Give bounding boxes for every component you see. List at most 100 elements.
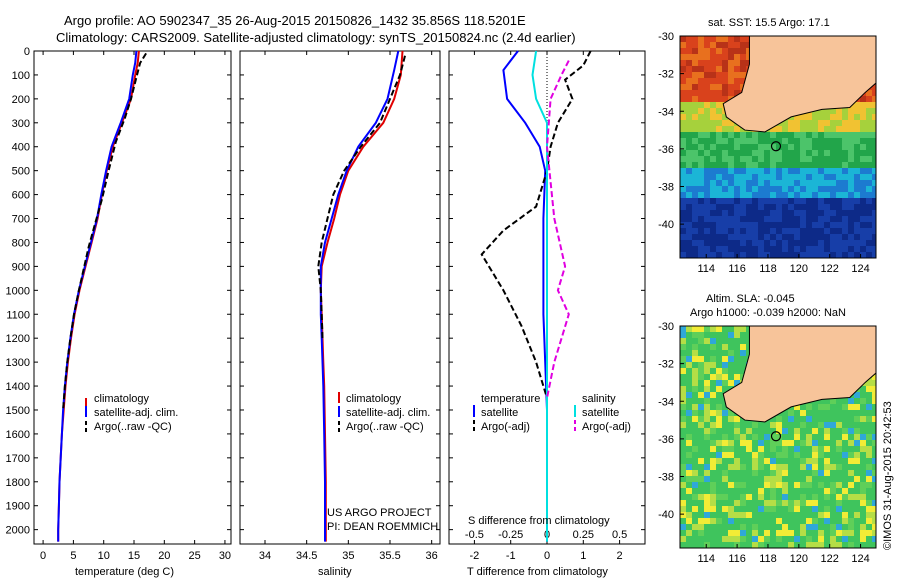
- lat-tick-label: -40: [658, 219, 674, 231]
- sst-map: 114 116 118 120 122 124 -30 -32 -34 -36 -38 -40: [658, 31, 877, 275]
- x-tick-label: 34.5: [296, 550, 317, 562]
- series-argo-raw-qc-: [62, 52, 147, 411]
- lon-tick-label: 122: [821, 553, 839, 565]
- x-tick-label: 1: [580, 550, 586, 562]
- argo-marker: [770, 431, 782, 442]
- y-tick-label: 600: [12, 190, 30, 202]
- x-tick-label: 25: [189, 550, 201, 562]
- x-tick-label: 15: [128, 550, 140, 562]
- lon-tick-label: 122: [821, 263, 839, 275]
- legend-climatology: climatology: [94, 393, 150, 405]
- lat-tick-label: -34: [658, 396, 674, 408]
- map-field: [680, 326, 876, 548]
- series-t-argo-adj-: [480, 50, 592, 399]
- y-tick-label: 2000: [6, 525, 30, 537]
- temperature-axis-label: temperature (deg C): [75, 566, 174, 578]
- difference-legend: temperature satellite Argo(-adj) salinit…: [473, 393, 631, 433]
- x-tick-label: 34: [259, 550, 271, 562]
- legend-climatology: climatology: [346, 393, 402, 405]
- y-tick-label: 200: [12, 94, 30, 106]
- lon-tick-label: 114: [697, 553, 715, 565]
- sst-map-title: sat. SST: 15.5 Argo: 17.1: [708, 17, 830, 29]
- plot-frame: [239, 50, 441, 545]
- plot-frame: [33, 50, 232, 545]
- imos-credit: ©IMOS 31-Aug-2015 20:42:53: [882, 401, 894, 550]
- y-tick-label: 1500: [6, 405, 30, 417]
- legend-argo: Argo(..raw -QC): [346, 421, 424, 433]
- y-tick-label: 800: [12, 237, 30, 249]
- lon-tick-label: 124: [851, 263, 869, 275]
- series-t-satellite: [502, 50, 548, 542]
- legend-argo: Argo(..raw -QC): [94, 421, 172, 433]
- legend-satellite: satellite-adj. clim.: [346, 407, 430, 419]
- salinity-panel: 34 34.5 35 35.5 36: [239, 50, 441, 562]
- sla-map: 114 116 118 120 122 124 -30 -32 -34 -36 -38 -40: [658, 321, 877, 565]
- series-s-satellite: [531, 50, 548, 542]
- s-tick-label: -0.25: [498, 529, 523, 541]
- header-line2: Climatology: CARS2009. Satellite-adjuste…: [56, 30, 576, 45]
- sla-map-title-line2: Argo h1000: -0.039 h2000: NaN: [690, 307, 846, 319]
- lat-tick-label: -36: [658, 434, 674, 446]
- series-satellite-adj-clim-: [319, 50, 400, 542]
- lat-tick-label: -32: [658, 359, 674, 371]
- legend-satellite: satellite-adj. clim.: [94, 407, 178, 419]
- x-tick-label: 0: [544, 550, 550, 562]
- y-tick-label: 700: [12, 214, 30, 226]
- y-tick-label: 0: [24, 46, 30, 58]
- s-tick-label: 0.25: [573, 529, 594, 541]
- lat-tick-label: -34: [658, 106, 674, 118]
- y-tick-label: 1300: [6, 357, 30, 369]
- x-tick-label: 0: [40, 550, 46, 562]
- map-frame: [679, 35, 877, 259]
- land: [722, 326, 876, 423]
- lat-tick-label: -30: [658, 31, 674, 43]
- y-tick-label: 900: [12, 261, 30, 273]
- argo-marker: [770, 141, 782, 152]
- legend-temperature-title: temperature: [481, 393, 540, 405]
- y-tick-label: 300: [12, 118, 30, 130]
- s-tick-label: 0.5: [612, 529, 627, 541]
- y-tick-label: 1700: [6, 453, 30, 465]
- t-diff-axis-label: T difference from climatology: [467, 566, 608, 578]
- lon-tick-label: 118: [759, 553, 777, 565]
- y-tick-label: 1100: [6, 309, 30, 321]
- y-tick-label: 1200: [6, 333, 30, 345]
- x-tick-label: 30: [219, 550, 231, 562]
- x-tick-label: -1: [506, 550, 516, 562]
- lat-tick-label: -38: [658, 472, 674, 484]
- series-s-argo-adj-: [545, 60, 570, 399]
- y-tick-label: 1000: [6, 285, 30, 297]
- y-tick-label: 100: [12, 70, 30, 82]
- lon-tick-label: 120: [790, 553, 808, 565]
- y-tick-label: 1400: [6, 381, 30, 393]
- temperature-panel: 0100200300400500600700800900100011001200…: [6, 46, 232, 562]
- map-frame: [679, 325, 877, 549]
- pi-label: PI: DEAN ROEMMICH: [327, 521, 438, 533]
- lat-tick-label: -32: [658, 69, 674, 81]
- lon-tick-label: 116: [728, 553, 746, 565]
- lon-tick-label: 120: [790, 263, 808, 275]
- map-field: [680, 36, 876, 258]
- x-tick-label: 35: [342, 550, 354, 562]
- x-tick-label: 5: [70, 550, 76, 562]
- s-tick-label: -0.5: [465, 529, 484, 541]
- x-tick-label: 20: [158, 550, 170, 562]
- lat-tick-label: -38: [658, 182, 674, 194]
- y-tick-label: 500: [12, 166, 30, 178]
- temperature-legend: climatology satellite-adj. clim. Argo(..…: [85, 393, 178, 433]
- salinity-legend: climatology satellite-adj. clim. Argo(..…: [338, 392, 430, 433]
- lat-tick-label: -30: [658, 321, 674, 333]
- s-diff-axis-label: S difference from climatology: [468, 515, 610, 527]
- x-tick-label: 35.5: [379, 550, 400, 562]
- lon-tick-label: 116: [728, 263, 746, 275]
- header-line1: Argo profile: AO 5902347_35 26-Aug-2015 …: [64, 13, 526, 28]
- y-tick-label: 1600: [6, 429, 30, 441]
- salinity-axis-label: salinity: [318, 566, 352, 578]
- legend-s-argo: Argo(-adj): [582, 421, 631, 433]
- x-tick-label: 2: [617, 550, 623, 562]
- lon-tick-label: 114: [697, 263, 715, 275]
- x-tick-label: -2: [470, 550, 480, 562]
- lat-tick-label: -40: [658, 509, 674, 521]
